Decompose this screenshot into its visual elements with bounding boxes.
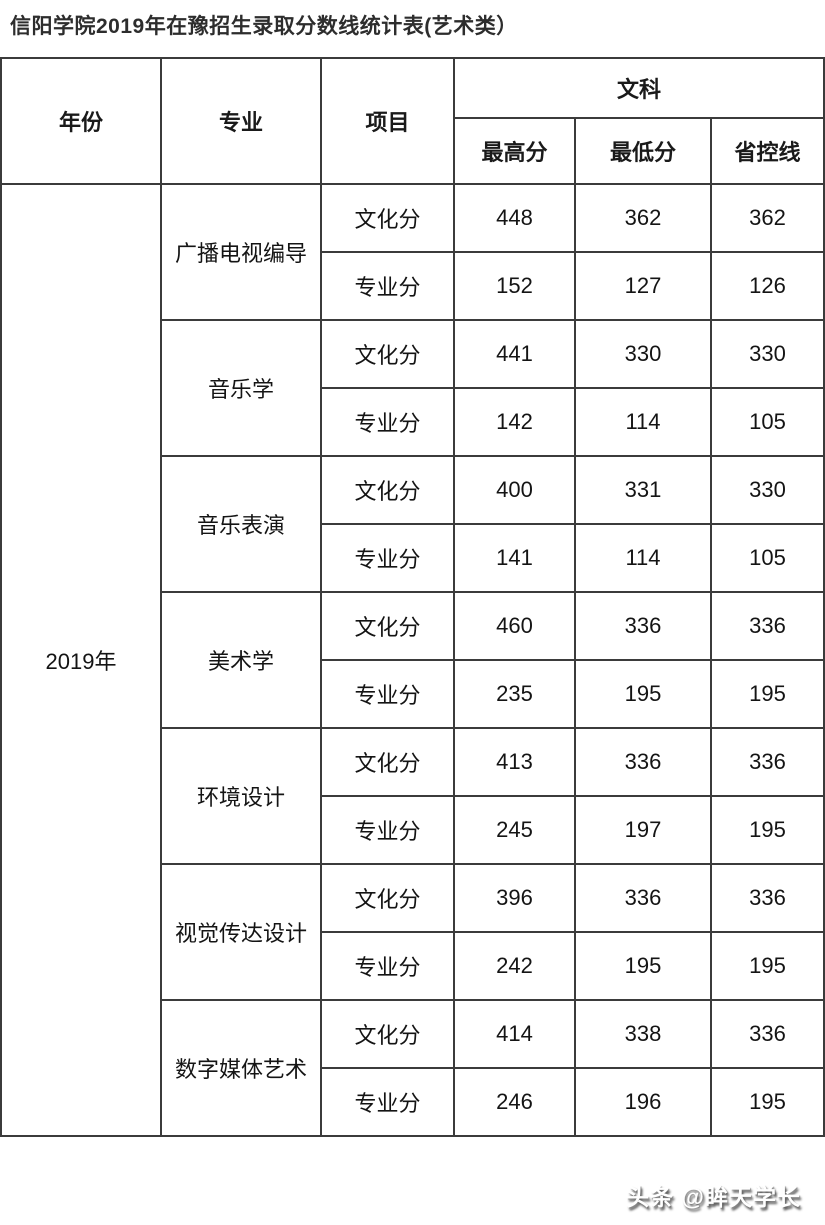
table-row: 专业分 242 195 195 [1, 931, 825, 1001]
header-max-score: 最高分 [453, 117, 576, 185]
score-cell: 197 [574, 795, 712, 865]
item-cell: 文化分 [320, 455, 455, 525]
item-cell: 文化分 [320, 319, 455, 389]
table-row: 环境设计 文化分 413 336 336 [1, 727, 825, 865]
table-row: 数字媒体艺术 文化分 414 338 336 [1, 999, 825, 1137]
table-row: 音乐表演 文化分 400 331 330 [1, 455, 825, 593]
score-cell: 152 [453, 251, 576, 321]
header-min-score: 最低分 [574, 117, 712, 185]
score-cell: 400 [453, 455, 576, 525]
major-cell: 音乐学 [160, 319, 322, 457]
score-cell: 196 [574, 1067, 712, 1137]
score-cell: 330 [709, 455, 825, 525]
score-cell: 338 [574, 999, 712, 1069]
table-row: 视觉传达设计 文化分 396 336 336 [1, 863, 825, 1001]
table-row: 专业分 235 195 195 [1, 659, 825, 729]
header-item: 项目 [320, 57, 455, 185]
major-cell: 音乐表演 [160, 455, 322, 593]
header-liberal-arts: 文科 [452, 57, 825, 119]
table-row: 专业分 245 197 195 [1, 795, 825, 865]
score-cell: 195 [574, 931, 712, 1001]
score-cell: 330 [574, 319, 712, 389]
score-cell: 396 [453, 863, 576, 933]
item-cell: 专业分 [320, 1067, 455, 1137]
score-cell: 141 [453, 523, 576, 593]
score-cell: 362 [574, 183, 712, 253]
score-cell: 336 [709, 999, 825, 1069]
item-cell: 文化分 [320, 591, 455, 661]
score-cell: 413 [453, 727, 576, 797]
page-title: 信阳学院2019年在豫招生录取分数线统计表(艺术类） [10, 15, 518, 38]
item-cell: 文化分 [320, 999, 455, 1069]
item-cell: 专业分 [320, 251, 455, 321]
year-cell: 2019年 [0, 183, 162, 1137]
score-cell: 114 [574, 523, 712, 593]
table-row: 美术学 文化分 460 336 336 [1, 591, 825, 729]
item-cell: 文化分 [320, 183, 455, 253]
score-cell: 105 [709, 523, 825, 593]
score-cell: 195 [709, 795, 825, 865]
score-cell: 336 [574, 863, 712, 933]
major-cell: 广播电视编导 [160, 183, 322, 321]
score-cell: 336 [574, 727, 712, 797]
score-cell: 195 [709, 931, 825, 1001]
item-cell: 专业分 [320, 659, 455, 729]
score-cell: 195 [709, 659, 825, 729]
major-cell: 环境设计 [160, 727, 322, 865]
watermark-toutiao-credit: 头条 @眸天学长 [626, 1184, 801, 1210]
score-cell: 414 [453, 999, 576, 1069]
item-cell: 文化分 [320, 727, 455, 797]
major-cell: 美术学 [160, 591, 322, 729]
score-cell: 105 [709, 387, 825, 457]
major-cell: 数字媒体艺术 [160, 999, 322, 1137]
item-cell: 专业分 [320, 387, 455, 457]
score-cell: 245 [453, 795, 576, 865]
table-row: 专业分 246 196 195 [1, 1067, 825, 1137]
score-cell: 362 [709, 183, 825, 253]
score-cell: 114 [574, 387, 712, 457]
score-cell: 242 [453, 931, 576, 1001]
score-cell: 330 [709, 319, 825, 389]
score-cell: 126 [709, 251, 825, 321]
table-row: 专业分 141 114 105 [1, 523, 825, 593]
score-cell: 195 [709, 1067, 825, 1137]
score-cell: 331 [574, 455, 712, 525]
table-row: 2019年 广播电视编导 文化分 448 362 362 [0, 183, 825, 1137]
header-major: 专业 [160, 57, 322, 185]
score-cell: 448 [453, 183, 576, 253]
score-cell: 127 [574, 251, 712, 321]
table-row: 专业分 142 114 105 [1, 387, 825, 457]
score-cell: 441 [453, 319, 576, 389]
header-year: 年份 [0, 57, 162, 185]
item-cell: 文化分 [320, 863, 455, 933]
score-cell: 460 [453, 591, 576, 661]
header-province-line: 省控线 [709, 117, 825, 185]
item-cell: 专业分 [320, 795, 455, 865]
item-cell: 专业分 [320, 931, 455, 1001]
score-cell: 142 [453, 387, 576, 457]
score-cell: 195 [574, 659, 712, 729]
table-row: 音乐学 文化分 441 330 330 [1, 319, 825, 457]
major-cell: 视觉传达设计 [160, 863, 322, 1001]
score-cell: 246 [453, 1067, 576, 1137]
score-cell: 336 [574, 591, 712, 661]
score-cell: 336 [709, 591, 825, 661]
admission-score-table: 年份 专业 项目 文科 最高分 最低分 省控线 2019年 广播电视编导 文化分… [0, 57, 825, 1137]
score-cell: 336 [709, 727, 825, 797]
table-row: 专业分 152 127 126 [1, 251, 825, 321]
score-cell: 336 [709, 863, 825, 933]
item-cell: 专业分 [320, 523, 455, 593]
score-cell: 235 [453, 659, 576, 729]
